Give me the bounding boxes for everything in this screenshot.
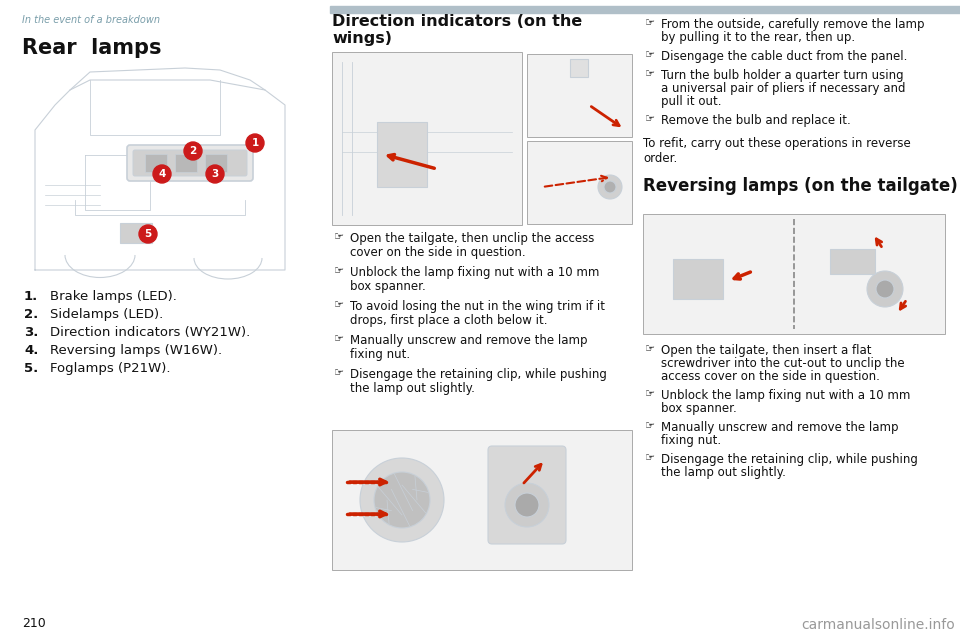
Text: screwdriver into the cut-out to unclip the: screwdriver into the cut-out to unclip t… bbox=[661, 357, 904, 370]
Text: Reversing lamps (on the tailgate): Reversing lamps (on the tailgate) bbox=[643, 177, 958, 195]
Text: a universal pair of pliers if necessary and: a universal pair of pliers if necessary … bbox=[661, 82, 905, 95]
Text: ☞: ☞ bbox=[645, 389, 655, 399]
Text: From the outside, carefully remove the lamp: From the outside, carefully remove the l… bbox=[661, 18, 924, 31]
Circle shape bbox=[374, 472, 430, 528]
Text: Brake lamps (LED).: Brake lamps (LED). bbox=[50, 290, 177, 303]
Text: by pulling it to the rear, then up.: by pulling it to the rear, then up. bbox=[661, 31, 855, 44]
Text: To avoid losing the nut in the wing trim if it: To avoid losing the nut in the wing trim… bbox=[350, 300, 605, 313]
Text: ☞: ☞ bbox=[334, 266, 344, 276]
Text: 2.: 2. bbox=[24, 308, 38, 321]
Text: Direction indicators (on the
wings): Direction indicators (on the wings) bbox=[332, 14, 583, 46]
FancyBboxPatch shape bbox=[133, 150, 247, 176]
Circle shape bbox=[184, 142, 202, 160]
Text: Open the tailgate, then insert a flat: Open the tailgate, then insert a flat bbox=[661, 344, 872, 357]
Bar bbox=[332, 430, 632, 570]
Text: 210: 210 bbox=[22, 617, 46, 630]
Bar bbox=[377, 122, 427, 187]
Bar bbox=[527, 141, 632, 224]
Text: Direction indicators (WY21W).: Direction indicators (WY21W). bbox=[50, 326, 251, 339]
Text: fixing nut.: fixing nut. bbox=[350, 348, 410, 361]
Bar bbox=[673, 259, 723, 299]
Circle shape bbox=[153, 165, 171, 183]
Text: Unblock the lamp fixing nut with a 10 mm: Unblock the lamp fixing nut with a 10 mm bbox=[661, 389, 910, 402]
Text: the lamp out slightly.: the lamp out slightly. bbox=[350, 382, 475, 395]
Text: Open the tailgate, then unclip the access: Open the tailgate, then unclip the acces… bbox=[350, 232, 594, 245]
Text: access cover on the side in question.: access cover on the side in question. bbox=[661, 370, 880, 383]
Text: ☞: ☞ bbox=[334, 368, 344, 378]
Text: Unblock the lamp fixing nut with a 10 mm: Unblock the lamp fixing nut with a 10 mm bbox=[350, 266, 599, 279]
Text: drops, first place a cloth below it.: drops, first place a cloth below it. bbox=[350, 314, 547, 327]
Text: carmanualsonline.info: carmanualsonline.info bbox=[802, 618, 955, 632]
Text: ☞: ☞ bbox=[645, 69, 655, 79]
Text: To refit, carry out these operations in reverse
order.: To refit, carry out these operations in … bbox=[643, 137, 911, 165]
Circle shape bbox=[515, 493, 539, 517]
Text: ☞: ☞ bbox=[645, 453, 655, 463]
Text: 5.: 5. bbox=[24, 362, 38, 375]
Circle shape bbox=[505, 483, 549, 527]
Bar bbox=[830, 249, 875, 274]
Text: ☞: ☞ bbox=[645, 344, 655, 354]
Circle shape bbox=[867, 271, 903, 307]
Text: the lamp out slightly.: the lamp out slightly. bbox=[661, 466, 786, 479]
Text: box spanner.: box spanner. bbox=[661, 402, 736, 415]
Text: 1.: 1. bbox=[24, 290, 38, 303]
Text: ☞: ☞ bbox=[645, 114, 655, 124]
Text: Disengage the cable duct from the panel.: Disengage the cable duct from the panel. bbox=[661, 50, 907, 63]
Circle shape bbox=[139, 225, 157, 243]
Text: Sidelamps (LED).: Sidelamps (LED). bbox=[50, 308, 163, 321]
Text: Foglamps (P21W).: Foglamps (P21W). bbox=[50, 362, 171, 375]
Text: 5: 5 bbox=[144, 229, 152, 239]
Text: Rear  lamps: Rear lamps bbox=[22, 38, 161, 58]
Text: 3.: 3. bbox=[24, 326, 38, 339]
Circle shape bbox=[876, 280, 894, 298]
Text: box spanner.: box spanner. bbox=[350, 280, 425, 293]
Bar bbox=[145, 154, 167, 172]
Text: 4.: 4. bbox=[24, 344, 38, 357]
Text: In the event of a breakdown: In the event of a breakdown bbox=[22, 15, 160, 25]
Text: 1: 1 bbox=[252, 138, 258, 148]
Text: ☞: ☞ bbox=[645, 50, 655, 60]
Bar bbox=[175, 154, 197, 172]
Bar bbox=[527, 54, 632, 137]
Text: Turn the bulb holder a quarter turn using: Turn the bulb holder a quarter turn usin… bbox=[661, 69, 903, 82]
FancyBboxPatch shape bbox=[127, 145, 253, 181]
Text: ☞: ☞ bbox=[645, 18, 655, 28]
Text: fixing nut.: fixing nut. bbox=[661, 434, 721, 447]
Circle shape bbox=[246, 134, 264, 152]
Text: ☞: ☞ bbox=[334, 232, 344, 242]
Bar bbox=[570, 59, 588, 77]
Text: Disengage the retaining clip, while pushing: Disengage the retaining clip, while push… bbox=[661, 453, 918, 466]
Bar bbox=[205, 154, 227, 172]
FancyBboxPatch shape bbox=[488, 446, 566, 544]
Text: 2: 2 bbox=[189, 146, 197, 156]
Text: 3: 3 bbox=[211, 169, 219, 179]
Text: ☞: ☞ bbox=[334, 300, 344, 310]
Text: Manually unscrew and remove the lamp: Manually unscrew and remove the lamp bbox=[661, 421, 899, 434]
Bar bbox=[330, 6, 960, 13]
Text: Reversing lamps (W16W).: Reversing lamps (W16W). bbox=[50, 344, 222, 357]
Circle shape bbox=[206, 165, 224, 183]
Text: 4: 4 bbox=[158, 169, 166, 179]
Circle shape bbox=[604, 181, 616, 193]
Text: ☞: ☞ bbox=[645, 421, 655, 431]
Circle shape bbox=[598, 175, 622, 199]
Text: Remove the bulb and replace it.: Remove the bulb and replace it. bbox=[661, 114, 851, 127]
Bar bbox=[643, 214, 945, 334]
Text: pull it out.: pull it out. bbox=[661, 95, 722, 108]
Text: ☞: ☞ bbox=[334, 334, 344, 344]
Text: Disengage the retaining clip, while pushing: Disengage the retaining clip, while push… bbox=[350, 368, 607, 381]
Circle shape bbox=[360, 458, 444, 542]
Text: cover on the side in question.: cover on the side in question. bbox=[350, 246, 526, 259]
Text: Manually unscrew and remove the lamp: Manually unscrew and remove the lamp bbox=[350, 334, 588, 347]
Bar bbox=[332, 52, 522, 225]
Bar bbox=[120, 223, 152, 243]
